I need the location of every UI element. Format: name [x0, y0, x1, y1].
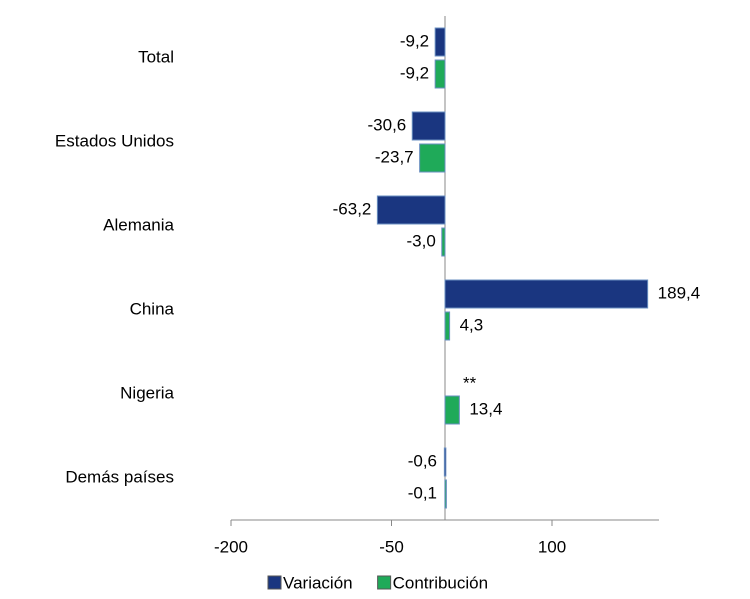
data-label: -23,7 — [375, 147, 414, 166]
x-tick-label: -50 — [379, 537, 404, 556]
data-label: -30,6 — [368, 115, 407, 134]
bar — [444, 395, 460, 425]
bar — [444, 279, 649, 309]
data-label: -9,2 — [400, 63, 429, 82]
bar — [443, 447, 447, 477]
annotation: ** — [463, 373, 477, 392]
bar — [434, 59, 446, 89]
bar — [444, 479, 447, 509]
bar — [444, 311, 451, 341]
legend-label: Contribución — [393, 573, 488, 592]
bar — [411, 111, 446, 141]
data-label: -63,2 — [333, 199, 372, 218]
data-label: -0,6 — [408, 451, 437, 470]
x-tick-label: -200 — [214, 537, 248, 556]
data-label: 4,3 — [460, 315, 484, 334]
data-label: 189,4 — [658, 283, 701, 302]
y-tick-label: Nigeria — [120, 383, 174, 402]
data-label: -9,2 — [400, 31, 429, 50]
bar — [441, 227, 446, 257]
y-tick-label: Estados Unidos — [55, 131, 174, 150]
legend-swatch — [377, 575, 392, 590]
x-tick-label: 100 — [538, 537, 566, 556]
bar — [376, 195, 446, 225]
data-label: -3,0 — [406, 231, 435, 250]
y-tick-label: Demás países — [65, 467, 174, 486]
y-tick-label: China — [130, 299, 175, 318]
y-tick-label: Alemania — [103, 215, 174, 234]
data-label: -0,1 — [408, 483, 437, 502]
legend-label: Variación — [283, 573, 353, 592]
legend-swatch — [267, 575, 282, 590]
bar — [419, 143, 446, 173]
bar — [434, 27, 446, 57]
y-tick-label: Total — [138, 47, 174, 66]
data-label: 13,4 — [469, 399, 502, 418]
